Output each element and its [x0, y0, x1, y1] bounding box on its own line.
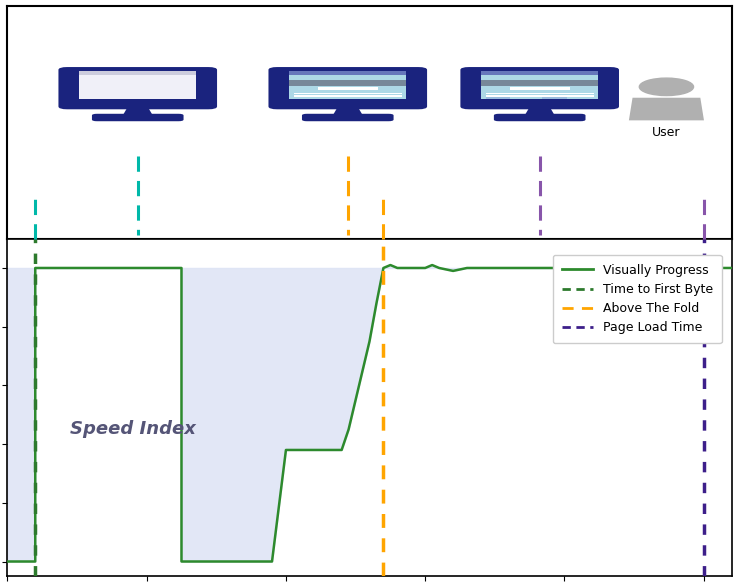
Polygon shape	[123, 107, 153, 116]
FancyBboxPatch shape	[486, 97, 510, 98]
Text: User: User	[653, 126, 681, 139]
FancyBboxPatch shape	[302, 114, 394, 121]
Text: Speed Index: Speed Index	[69, 420, 196, 438]
FancyBboxPatch shape	[290, 71, 406, 98]
Polygon shape	[629, 98, 704, 120]
Polygon shape	[333, 107, 363, 116]
Legend: Visually Progress, Time to First Byte, Above The Fold, Page Load Time: Visually Progress, Time to First Byte, A…	[553, 255, 722, 343]
FancyBboxPatch shape	[290, 71, 406, 74]
FancyBboxPatch shape	[58, 67, 217, 109]
FancyBboxPatch shape	[79, 71, 196, 98]
FancyBboxPatch shape	[481, 71, 598, 98]
FancyBboxPatch shape	[481, 80, 598, 86]
FancyBboxPatch shape	[79, 71, 196, 74]
FancyBboxPatch shape	[542, 97, 567, 98]
FancyBboxPatch shape	[481, 71, 598, 74]
FancyBboxPatch shape	[460, 67, 619, 109]
FancyBboxPatch shape	[293, 95, 402, 97]
FancyBboxPatch shape	[494, 114, 585, 121]
FancyBboxPatch shape	[290, 80, 406, 86]
FancyBboxPatch shape	[486, 95, 593, 97]
Circle shape	[639, 78, 693, 95]
FancyBboxPatch shape	[293, 93, 402, 94]
FancyBboxPatch shape	[268, 67, 427, 109]
FancyBboxPatch shape	[510, 87, 570, 90]
FancyBboxPatch shape	[318, 87, 378, 90]
FancyBboxPatch shape	[92, 114, 183, 121]
FancyBboxPatch shape	[486, 93, 593, 94]
Polygon shape	[525, 107, 555, 116]
